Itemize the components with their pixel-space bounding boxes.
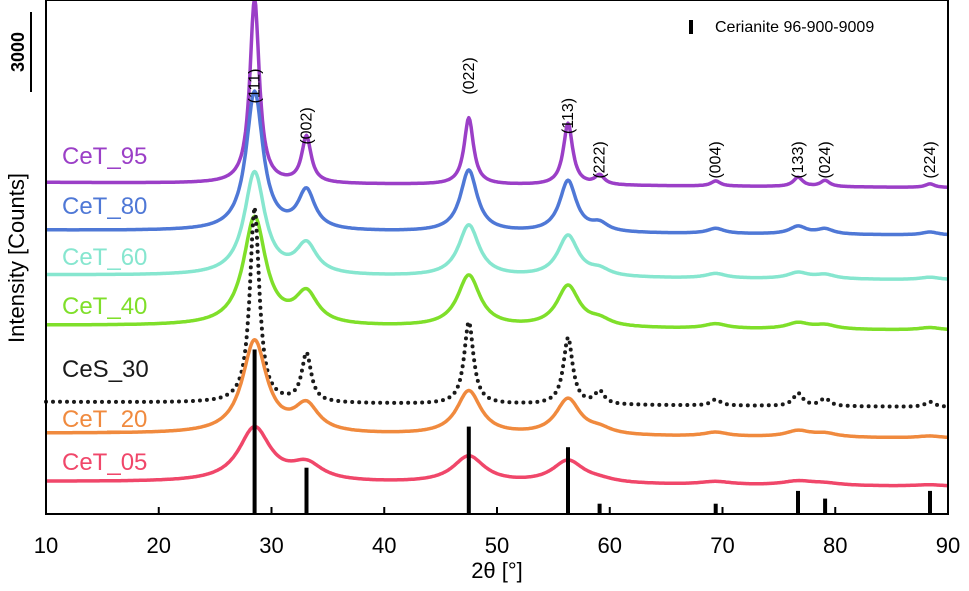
series-line-cet-40 <box>45 214 949 332</box>
reference-peak <box>566 447 570 514</box>
peak-label: (002) <box>299 107 316 144</box>
peak-label: (024) <box>817 141 834 178</box>
x-tick-label: 20 <box>147 533 171 558</box>
scale-bar: 3000 <box>8 12 32 92</box>
series-line-cet-60 <box>45 169 949 281</box>
legend-marker <box>689 20 693 34</box>
peak-label: (222) <box>592 141 609 178</box>
reference-peak <box>252 349 257 514</box>
legend: Cerianite 96-900-9009 <box>689 19 874 36</box>
series-line-ces-30 <box>44 205 950 409</box>
reference-peak <box>823 498 828 514</box>
reference-peak <box>928 490 932 514</box>
x-tick-label: 50 <box>485 533 509 558</box>
peak-label: (022) <box>461 57 478 94</box>
series-label-ces-30: CeS_30 <box>62 356 149 383</box>
reference-peak <box>796 490 800 514</box>
series-line-cet-95 <box>45 0 949 189</box>
series-line-cet-20 <box>45 337 949 440</box>
x-tick-label: 10 <box>34 533 58 558</box>
y-axis-title: Intensity [Counts] <box>4 173 29 343</box>
peak-label: (113) <box>560 98 577 134</box>
peak-labels: (111) (002) (022) (113) (222) (004) (133) (024)… <box>247 57 939 178</box>
peak-label: (224) <box>922 141 939 178</box>
plot-frame <box>45 0 949 515</box>
x-tick-label: 90 <box>936 533 960 558</box>
reference-peak <box>466 426 471 514</box>
peak-label: (004) <box>708 141 725 178</box>
series-label-cet-60: CeT_60 <box>62 244 147 271</box>
x-tick-label: 80 <box>823 533 847 558</box>
x-ticks: 10 20 30 40 50 60 70 80 90 <box>34 507 960 558</box>
scale-bar-label: 3000 <box>8 32 28 72</box>
x-tick-label: 30 <box>259 533 283 558</box>
series-layer <box>44 0 950 488</box>
reference-peak <box>304 467 309 514</box>
series-label-cet-95: CeT_95 <box>62 143 147 170</box>
x-tick-label: 40 <box>372 533 396 558</box>
reference-peak <box>597 503 602 514</box>
series-label-cet-80: CeT_80 <box>62 193 147 220</box>
peak-label: (111) <box>247 69 264 104</box>
series-line-cet-05 <box>45 424 949 488</box>
x-axis-title: 2θ [°] <box>471 558 523 583</box>
series-label-cet-40: CeT_40 <box>62 293 147 320</box>
series-labels: CeT_95 CeT_80 CeT_60 CeT_40 CeS_30 CeT_20 CeT_… <box>62 143 149 476</box>
reference-peak <box>713 503 718 514</box>
series-line-cet-80 <box>45 89 949 237</box>
reference-peaks <box>252 349 932 514</box>
legend-label: Cerianite 96-900-9009 <box>715 19 874 36</box>
x-tick-label: 70 <box>710 533 734 558</box>
peak-label: (133) <box>790 141 807 178</box>
x-tick-label: 60 <box>598 533 622 558</box>
series-label-cet-20: CeT_20 <box>62 406 147 433</box>
series-label-cet-05: CeT_05 <box>62 449 147 476</box>
axes <box>45 0 949 515</box>
